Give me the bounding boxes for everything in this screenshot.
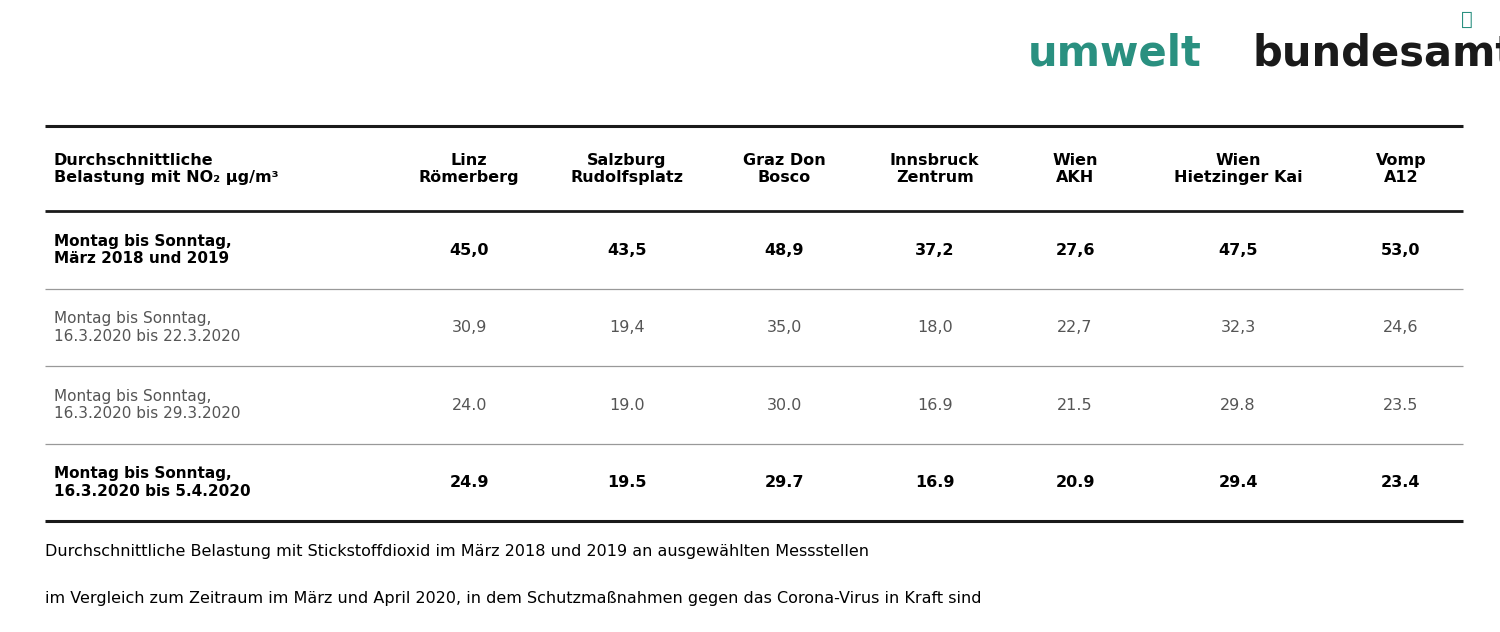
Text: 24.9: 24.9	[450, 475, 489, 490]
Text: Durchschnittliche Belastung mit Stickstoffdioxid im März 2018 und 2019 an ausgew: Durchschnittliche Belastung mit Sticksto…	[45, 544, 868, 559]
Text: Salzburg
Rudolfsplatz: Salzburg Rudolfsplatz	[570, 153, 684, 185]
Text: 16.9: 16.9	[916, 398, 952, 413]
Text: 23.4: 23.4	[1382, 475, 1420, 490]
Text: Ⓤ: Ⓤ	[1461, 9, 1473, 28]
Text: 29.7: 29.7	[765, 475, 804, 490]
Text: Montag bis Sonntag,
16.3.2020 bis 22.3.2020: Montag bis Sonntag, 16.3.2020 bis 22.3.2…	[54, 312, 240, 344]
Text: bundesamt: bundesamt	[1252, 33, 1500, 75]
Text: 19,4: 19,4	[609, 320, 645, 335]
Text: Vomp
A12: Vomp A12	[1376, 153, 1426, 185]
Text: 29.8: 29.8	[1220, 398, 1256, 413]
Text: 35,0: 35,0	[766, 320, 802, 335]
Text: Innsbruck
Zentrum: Innsbruck Zentrum	[890, 153, 980, 185]
Text: 32,3: 32,3	[1221, 320, 1256, 335]
Text: 30,9: 30,9	[452, 320, 488, 335]
Text: 53,0: 53,0	[1382, 243, 1420, 258]
Text: 16.9: 16.9	[915, 475, 954, 490]
Text: 19.0: 19.0	[609, 398, 645, 413]
Text: 21.5: 21.5	[1058, 398, 1094, 413]
Text: Graz Don
Bosco: Graz Don Bosco	[742, 153, 827, 185]
Text: 43,5: 43,5	[608, 243, 646, 258]
Text: 22,7: 22,7	[1058, 320, 1094, 335]
Text: im Vergleich zum Zeitraum im März und April 2020, in dem Schutzmaßnahmen gegen d: im Vergleich zum Zeitraum im März und Ap…	[45, 591, 981, 606]
Text: 23.5: 23.5	[1383, 398, 1419, 413]
Text: Montag bis Sonntag,
16.3.2020 bis 5.4.2020: Montag bis Sonntag, 16.3.2020 bis 5.4.20…	[54, 466, 250, 499]
Text: 29.4: 29.4	[1218, 475, 1258, 490]
Text: 24,6: 24,6	[1383, 320, 1419, 335]
Text: 27,6: 27,6	[1056, 243, 1095, 258]
Text: 20.9: 20.9	[1056, 475, 1095, 490]
Text: 48,9: 48,9	[765, 243, 804, 258]
Text: Linz
Römerberg: Linz Römerberg	[419, 153, 519, 185]
Text: Wien
AKH: Wien AKH	[1053, 153, 1098, 185]
Text: 19.5: 19.5	[608, 475, 646, 490]
Text: Montag bis Sonntag,
16.3.2020 bis 29.3.2020: Montag bis Sonntag, 16.3.2020 bis 29.3.2…	[54, 389, 240, 422]
Text: 47,5: 47,5	[1218, 243, 1258, 258]
Text: umwelt: umwelt	[1028, 33, 1202, 75]
Text: 37,2: 37,2	[915, 243, 954, 258]
Text: 18,0: 18,0	[916, 320, 952, 335]
Text: Wien
Hietzinger Kai: Wien Hietzinger Kai	[1173, 153, 1302, 185]
Text: 24.0: 24.0	[452, 398, 488, 413]
Text: 30.0: 30.0	[766, 398, 802, 413]
Text: 45,0: 45,0	[450, 243, 489, 258]
Text: Montag bis Sonntag,
März 2018 und 2019: Montag bis Sonntag, März 2018 und 2019	[54, 234, 231, 266]
Text: Durchschnittliche
Belastung mit NO₂ μg/m³: Durchschnittliche Belastung mit NO₂ μg/m…	[54, 153, 279, 185]
